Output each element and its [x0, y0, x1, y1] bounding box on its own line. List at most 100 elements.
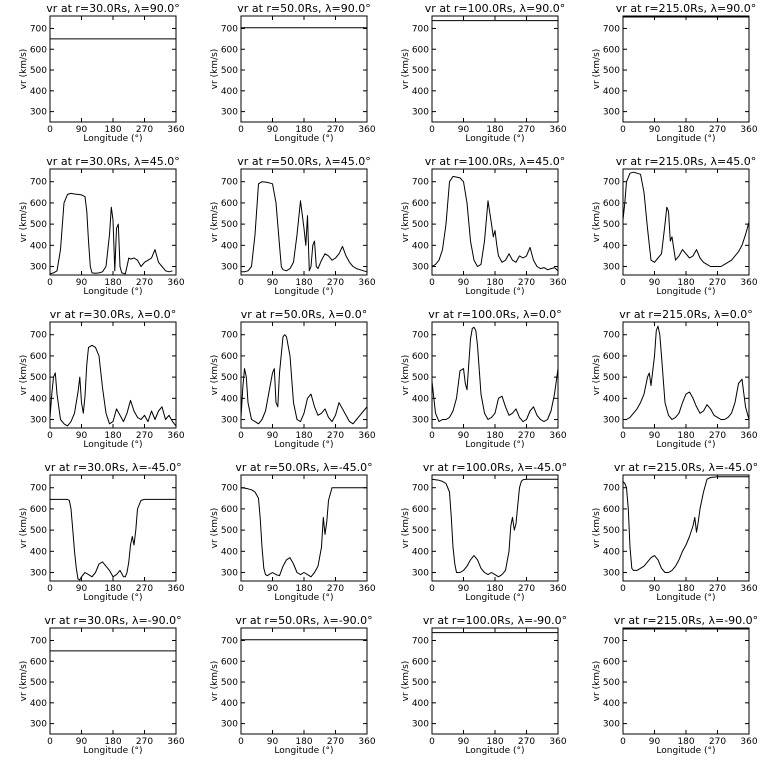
x-tick-label: 270 — [327, 278, 344, 288]
chart-title: vr at r=30.0Rs, λ=0.0° — [50, 308, 176, 321]
x-tick-label: 360 — [549, 737, 566, 747]
y-axis-label: vr (km/s) — [592, 508, 602, 549]
y-tick-label: 600 — [412, 45, 429, 55]
chart-title: vr at r=50.0Rs, λ=0.0° — [241, 308, 367, 321]
y-tick-label: 400 — [30, 699, 47, 709]
x-axis-label: Longitude (°) — [274, 593, 333, 603]
y-tick-label: 400 — [603, 699, 620, 709]
y-axis-label: vr (km/s) — [210, 661, 220, 702]
x-tick-label: 180 — [295, 278, 312, 288]
x-axis-label: Longitude (°) — [83, 746, 142, 756]
y-tick-label: 600 — [603, 505, 620, 515]
y-tick-label: 300 — [603, 569, 620, 579]
x-tick-label: 270 — [327, 431, 344, 441]
x-tick-label: 90 — [649, 278, 661, 288]
y-tick-label: 300 — [412, 569, 429, 579]
chart-panel-5: vr at r=30.0Rs, λ=45.0° 0 90 180 270 360 300 40… — [19, 155, 185, 297]
y-tick-label: 400 — [30, 547, 47, 557]
y-tick-label: 300 — [221, 720, 238, 730]
y-tick-label: 400 — [30, 87, 47, 97]
y-tick-label: 500 — [603, 678, 620, 688]
x-tick-label: 360 — [358, 431, 375, 441]
x-tick-label: 0 — [429, 737, 435, 747]
series-line — [431, 175, 559, 272]
x-tick-label: 0 — [238, 278, 244, 288]
x-tick-label: 0 — [429, 278, 435, 288]
y-tick-label: 400 — [30, 394, 47, 404]
x-tick-label: 90 — [267, 584, 279, 594]
x-tick-label: 0 — [47, 278, 53, 288]
x-tick-label: 360 — [549, 584, 566, 594]
y-tick-label: 400 — [603, 547, 620, 557]
x-tick-label: 180 — [104, 125, 121, 135]
chart-title: vr at r=30.0Rs, λ=45.0° — [46, 155, 179, 168]
x-axis-label: Longitude (°) — [83, 440, 142, 450]
y-tick-label: 600 — [412, 352, 429, 362]
series-line — [431, 478, 558, 578]
y-tick-label: 600 — [30, 505, 47, 515]
y-tick-label: 700 — [30, 331, 47, 341]
chart-panel-11: vr at r=100.0Rs, λ=0.0° 0 90 180 270 360 300 40… — [401, 308, 567, 450]
chart-panel-2: vr at r=50.0Rs, λ=90.0° 0 90 180 270 360 300 40… — [210, 2, 376, 144]
plot-frame — [431, 474, 559, 582]
chart-panel-19: vr at r=100.0Rs, λ=-90.0° 0 90 180 270 360 300… — [401, 614, 567, 756]
y-tick-label: 300 — [603, 416, 620, 426]
y-axis-label: vr (km/s) — [19, 355, 29, 396]
y-axis-label: vr (km/s) — [210, 508, 220, 549]
x-tick-label: 0 — [238, 584, 244, 594]
y-tick-label: 600 — [30, 199, 47, 209]
chart-title: vr at r=100.0Rs, λ=90.0° — [425, 2, 565, 15]
series-line — [240, 487, 367, 578]
x-axis-label: Longitude (°) — [274, 440, 333, 450]
plot-frame — [622, 15, 750, 123]
chart-title: vr at r=215.0Rs, λ=-45.0° — [614, 461, 758, 474]
y-tick-label: 600 — [603, 199, 620, 209]
y-tick-label: 500 — [30, 678, 47, 688]
y-tick-label: 700 — [603, 636, 620, 646]
x-tick-label: 270 — [136, 737, 153, 747]
x-tick-label: 360 — [740, 584, 757, 594]
x-axis-label: Longitude (°) — [656, 440, 715, 450]
x-tick-label: 360 — [740, 737, 757, 747]
chart-panel-18: vr at r=50.0Rs, λ=-90.0° 0 90 180 270 360 300 4… — [210, 614, 376, 756]
chart-panel-16: vr at r=215.0Rs, λ=-45.0° 0 90 180 270 360 300… — [592, 461, 758, 603]
x-tick-label: 270 — [327, 737, 344, 747]
y-axis-label: vr (km/s) — [592, 202, 602, 243]
x-tick-label: 180 — [104, 431, 121, 441]
y-tick-label: 600 — [221, 199, 238, 209]
x-axis-label: Longitude (°) — [465, 746, 524, 756]
x-tick-label: 180 — [295, 584, 312, 594]
y-tick-label: 700 — [412, 484, 429, 494]
y-tick-label: 700 — [412, 178, 429, 188]
plot-frame — [240, 627, 368, 735]
y-tick-label: 700 — [30, 24, 47, 34]
y-tick-label: 500 — [221, 220, 238, 230]
x-tick-label: 360 — [167, 125, 184, 135]
y-tick-label: 700 — [412, 636, 429, 646]
y-tick-label: 600 — [603, 657, 620, 667]
y-tick-label: 300 — [412, 720, 429, 730]
chart-title: vr at r=50.0Rs, λ=90.0° — [237, 2, 370, 15]
x-tick-label: 0 — [47, 584, 53, 594]
x-tick-label: 270 — [136, 125, 153, 135]
x-axis-label: Longitude (°) — [83, 593, 142, 603]
y-tick-label: 600 — [221, 657, 238, 667]
x-axis-label: Longitude (°) — [465, 440, 524, 450]
x-tick-label: 0 — [620, 737, 626, 747]
chart-title: vr at r=100.0Rs, λ=0.0° — [428, 308, 561, 321]
plot-frame — [240, 15, 368, 123]
x-tick-label: 270 — [709, 125, 726, 135]
plot-frame — [622, 168, 750, 276]
x-tick-label: 90 — [458, 125, 470, 135]
chart-panel-14: vr at r=50.0Rs, λ=-45.0° 0 90 180 270 360 300 4… — [210, 461, 376, 603]
y-axis-label: vr (km/s) — [19, 202, 29, 243]
y-tick-label: 500 — [221, 66, 238, 76]
x-tick-label: 270 — [518, 278, 535, 288]
x-axis-label: Longitude (°) — [274, 746, 333, 756]
x-tick-label: 0 — [429, 125, 435, 135]
y-tick-label: 400 — [221, 699, 238, 709]
y-axis-label: vr (km/s) — [592, 661, 602, 702]
chart-panel-1: vr at r=30.0Rs, λ=90.0° 0 90 180 270 360 300 40… — [19, 2, 185, 144]
chart-panel-17: vr at r=30.0Rs, λ=-90.0° 0 90 180 270 360 300 4… — [19, 614, 185, 756]
x-tick-label: 180 — [295, 431, 312, 441]
